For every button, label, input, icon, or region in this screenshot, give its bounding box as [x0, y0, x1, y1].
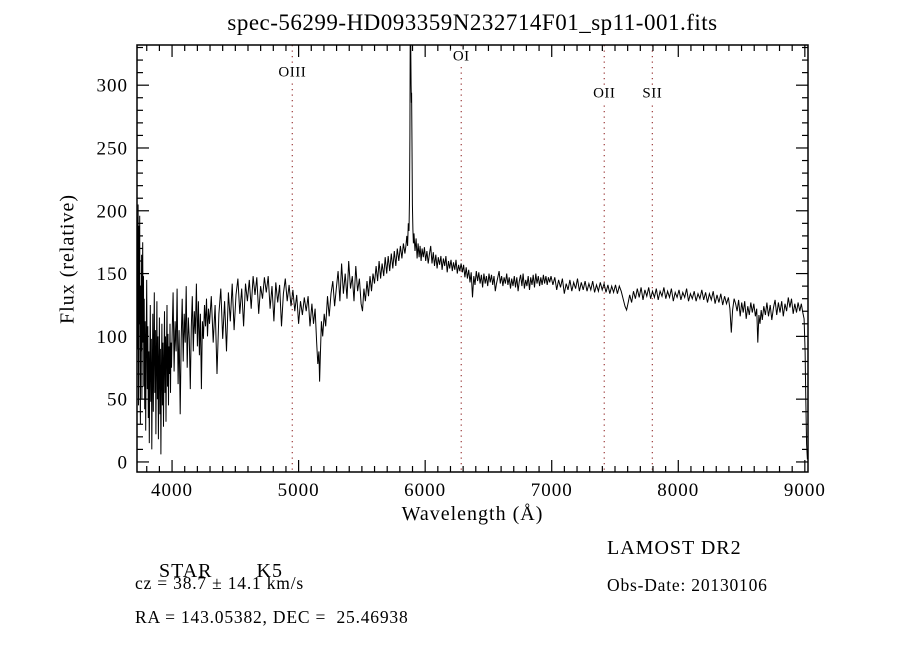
y-tick-label: 50	[107, 390, 128, 411]
line-label-oi: OI	[450, 48, 472, 65]
y-tick-label: 250	[97, 138, 129, 159]
axis-ticks	[137, 45, 808, 472]
ra-dec: RA = 143.05382, DEC = 25.46938	[135, 607, 409, 627]
y-tick-label: 100	[97, 327, 129, 348]
y-tick-label: 300	[97, 76, 129, 97]
line-label-sii: SII	[640, 85, 665, 102]
chart-title: spec-56299-HD093359N232714F01_sp11-001.f…	[227, 10, 718, 35]
y-tick-label: 200	[97, 201, 129, 222]
object-subclass: K5	[256, 560, 283, 582]
x-axis-label: Wavelength (Å)	[401, 503, 544, 525]
cz-value: cz = 38.7 ± 14.1 km/s	[135, 573, 304, 593]
y-tick-label: 0	[118, 452, 129, 473]
line-label-oii: OII	[591, 85, 618, 102]
x-tick-label: 5000	[278, 480, 320, 501]
obs-date: Obs-Date: 20130106	[607, 575, 768, 595]
x-tick-label: 4000	[151, 480, 193, 501]
x-tick-label: 7000	[531, 480, 573, 501]
survey-label: LAMOST DR2	[607, 537, 742, 559]
x-tick-label: 8000	[657, 480, 699, 501]
reference-lines	[291, 45, 653, 472]
plot-frame	[136, 44, 809, 473]
tick-labels: 4000 5000 6000 7000 8000 9000 0 50 100 150 200 250 3…	[97, 76, 826, 501]
classification-row: STAR K5	[135, 537, 283, 606]
line-label-oiii: OIII	[276, 64, 309, 81]
y-tick-label: 150	[97, 264, 129, 285]
spectrum-line	[137, 45, 808, 460]
x-tick-label: 6000	[404, 480, 446, 501]
y-axis-label: Flux (relative)	[56, 194, 79, 324]
x-tick-label: 9000	[784, 480, 826, 501]
object-class: STAR	[159, 560, 213, 582]
